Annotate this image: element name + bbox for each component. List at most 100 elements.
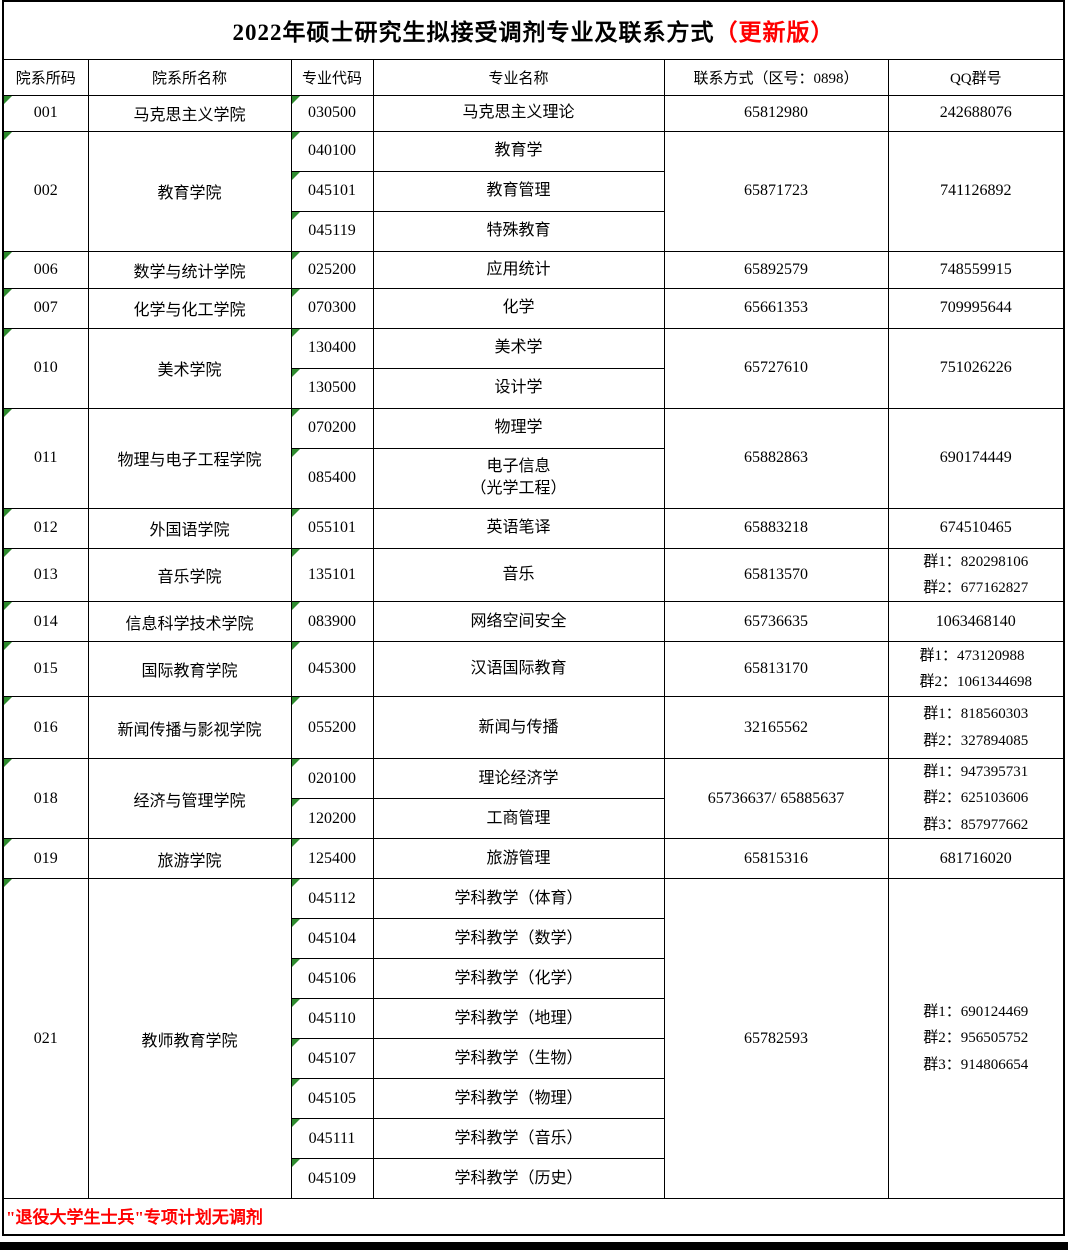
- dept-code-cell: 019: [2, 838, 89, 879]
- major-code-cell: 045101: [290, 170, 374, 212]
- major-code-cell: 070200: [290, 407, 374, 449]
- header-qq: QQ群号: [887, 58, 1065, 96]
- major-code-cell: 045106: [290, 958, 374, 999]
- major-code-cell: 070300: [290, 287, 374, 329]
- dept-name-cell: 信息科学技术学院: [87, 601, 292, 642]
- qq-group-list: 群1：818560303 群2：327894085: [923, 701, 1028, 754]
- bottom-edge-bar: [0, 1242, 1068, 1250]
- major-name-cell: 特殊教育: [372, 210, 665, 252]
- qq-group-cell: 751026226: [887, 327, 1065, 409]
- qq-group-cell: 群1：473120988 群2：1061344698: [887, 641, 1065, 697]
- qq-group-list: 群1：473120988 群2：1061344698: [920, 643, 1033, 696]
- major-name-cell: 音乐: [372, 547, 665, 602]
- major-code-cell: 055101: [290, 507, 374, 549]
- qq-group-cell: 群1：820298106 群2：677162827: [887, 547, 1065, 602]
- table-row: 010 美术学院 130400 美术学 65727610 751026226: [2, 327, 1065, 409]
- major-code-cell: 045300: [290, 641, 374, 697]
- contact-cell: 65813570: [663, 547, 889, 602]
- table-row: 045111 学科教学（音乐）: [3, 1118, 1064, 1159]
- major-code-cell: 045107: [290, 1038, 374, 1079]
- table-row: 007 化学与化工学院 070300 化学 65661353 709995644: [2, 287, 1065, 329]
- major-code-cell: 045109: [290, 1158, 374, 1199]
- qq-group-cell: 748559915: [887, 250, 1065, 289]
- major-code-cell: 045111: [290, 1118, 374, 1159]
- major-name-cell: 教育学: [372, 130, 665, 172]
- dept-code-cell: 002: [2, 130, 89, 252]
- major-name-cell: 美术学: [372, 327, 665, 369]
- table-row: 045101 教育管理: [3, 170, 1064, 212]
- dept-name-cell: 化学与化工学院: [87, 287, 292, 329]
- major-name-cell: 电子信息 （光学工程）: [372, 447, 665, 509]
- qq-group-line: 群1：947395731: [923, 764, 1029, 781]
- contact-cell: 65782593: [663, 878, 889, 1199]
- major-code-cell: 085400: [290, 447, 374, 509]
- table-row: 013 音乐学院 135101 音乐 65813570 群1：820298106 群2：67…: [2, 547, 1065, 602]
- qq-group-line: 群1：818560303: [923, 706, 1029, 723]
- table-row: 120200 工商管理: [3, 798, 1064, 839]
- major-code-cell: 045104: [290, 918, 374, 959]
- qq-group-cell: 674510465: [887, 507, 1065, 549]
- table-row: 045106 学科教学（化学）: [3, 958, 1064, 999]
- table-row: 002 教育学院 040100 教育学 65871723 741126892: [2, 130, 1065, 252]
- dept-name-cell: 数学与统计学院: [87, 250, 292, 289]
- table-row: 130500 设计学: [3, 367, 1064, 409]
- major-name-cell: 工商管理: [372, 798, 665, 839]
- qq-group-cell: 741126892: [887, 130, 1065, 252]
- table-row: 006 数学与统计学院 025200 应用统计 65892579 748559915: [2, 250, 1065, 289]
- qq-group-cell: 群1：690124469 群2：956505752 群3：914806654: [887, 878, 1065, 1199]
- dept-code-cell: 011: [2, 407, 89, 509]
- qq-group-cell: 242688076: [887, 94, 1065, 132]
- dept-name-cell: 国际教育学院: [87, 641, 292, 697]
- dept-code-cell: 016: [2, 696, 89, 759]
- major-code-cell: 045110: [290, 998, 374, 1039]
- major-name-cell: 学科教学（物理）: [372, 1078, 665, 1119]
- dept-name-cell: 音乐学院: [87, 547, 292, 602]
- table-row: 045105 学科教学（物理）: [3, 1078, 1064, 1119]
- qq-group-list: 群1：820298106 群2：677162827: [923, 549, 1028, 601]
- table-row: 045107 学科教学（生物）: [3, 1038, 1064, 1079]
- qq-group-cell: 709995644: [887, 287, 1065, 329]
- dept-name-cell: 教育学院: [87, 130, 292, 252]
- dept-name-cell: 经济与管理学院: [87, 758, 292, 839]
- table-row: 045109 学科教学（历史）: [3, 1158, 1064, 1199]
- qq-group-line: 群2：327894085: [923, 732, 1029, 749]
- header-dept-name: 院系所名称: [87, 58, 292, 96]
- table-row: 021 教师教育学院 045112 学科教学（体育） 65782593 群1：690124…: [2, 878, 1065, 1199]
- table-header-row: 院系所码 院系所名称 专业代码 专业名称 联系方式（区号：0898） QQ群号: [2, 58, 1065, 96]
- major-code-cell: 125400: [290, 838, 374, 879]
- qq-group-cell: 690174449: [887, 407, 1065, 509]
- page-title: 2022年硕士研究生拟接受调剂专业及联系方式（更新版）: [2, 0, 1065, 60]
- contact-cell: 65871723: [663, 130, 889, 252]
- contact-cell: 65736637/ 65885637: [663, 758, 889, 839]
- dept-code-cell: 015: [2, 641, 89, 697]
- header-major-code: 专业代码: [290, 58, 374, 96]
- major-code-cell: 055200: [290, 696, 374, 759]
- major-code-cell: 025200: [290, 250, 374, 289]
- dept-code-cell: 012: [2, 507, 89, 549]
- major-name-cell: 学科教学（化学）: [372, 958, 665, 999]
- contact-cell: 65736635: [663, 601, 889, 642]
- qq-group-line: 群3：914806654: [923, 1056, 1029, 1073]
- major-name-cell: 汉语国际教育: [372, 641, 665, 697]
- major-code-cell: 045119: [290, 210, 374, 252]
- table-row: 014 信息科学技术学院 083900 网络空间安全 65736635 106346814…: [2, 601, 1065, 642]
- dept-code-cell: 007: [2, 287, 89, 329]
- footer-note-row: "退役大学生士兵"专项计划无调剂: [2, 1198, 1065, 1235]
- major-name-cell: 新闻与传播: [372, 696, 665, 759]
- footer-note: "退役大学生士兵"专项计划无调剂: [2, 1198, 1065, 1235]
- contact-cell: 65661353: [663, 287, 889, 329]
- table-row: 045119 特殊教育: [3, 210, 1064, 252]
- table-row: 012 外国语学院 055101 英语笔译 65883218 674510465: [2, 507, 1065, 549]
- major-name-cell: 学科教学（体育）: [372, 878, 665, 919]
- table-row: 019 旅游学院 125400 旅游管理 65815316 681716020: [2, 838, 1065, 879]
- table-row: 011 物理与电子工程学院 070200 物理学 65882863 690174449: [2, 407, 1065, 509]
- major-name-cell: 理论经济学: [372, 758, 665, 799]
- qq-group-list: 群1：947395731 群2：625103606 群3：857977662: [923, 760, 1029, 838]
- major-name-cell: 英语笔译: [372, 507, 665, 549]
- qq-group-line: 群2：956505752: [923, 1030, 1029, 1047]
- major-name-cell: 学科教学（数学）: [372, 918, 665, 959]
- dept-code-cell: 021: [2, 878, 89, 1199]
- major-code-cell: 083900: [290, 601, 374, 642]
- major-name-cell: 学科教学（历史）: [372, 1158, 665, 1199]
